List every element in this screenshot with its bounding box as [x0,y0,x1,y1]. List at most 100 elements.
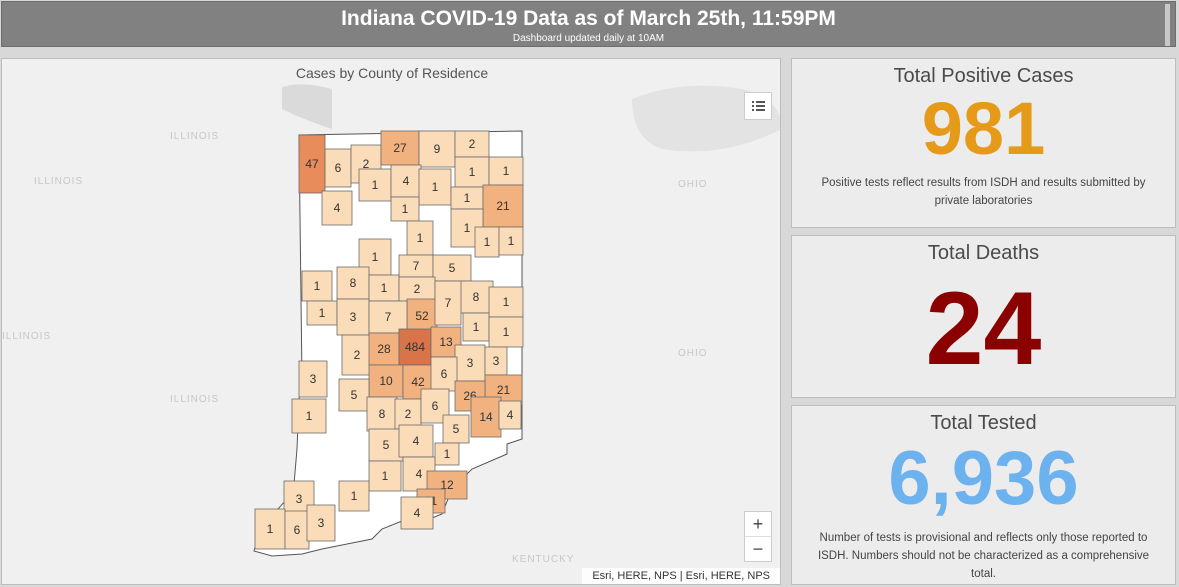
county-shape[interactable] [498,400,522,430]
county-region[interactable]: 8 [366,396,398,432]
county-shape[interactable] [432,254,472,282]
county-region[interactable]: 5 [442,414,470,444]
county-region[interactable]: 1 [338,480,370,512]
county-region[interactable]: 4 [398,424,434,458]
county-region[interactable]: 2 [341,334,373,376]
county-region[interactable]: 21 [482,184,524,228]
county-region[interactable]: 1 [488,286,524,318]
county-shape[interactable] [254,508,286,550]
county-region[interactable]: 14 [470,396,502,438]
county-shape[interactable] [336,266,370,300]
county-region[interactable]: 1 [368,274,400,302]
county-region[interactable]: 6 [430,356,458,392]
county-region[interactable]: 27 [380,130,420,166]
county-shape[interactable] [284,510,310,550]
county-shape[interactable] [321,190,353,226]
county-shape[interactable] [488,286,524,318]
county-shape[interactable] [366,396,398,432]
county-region[interactable]: 7 [368,300,408,334]
county-shape[interactable] [434,280,462,326]
county-region[interactable]: 3 [306,504,336,542]
county-region[interactable]: 4 [321,190,353,226]
county-region[interactable]: 5 [368,428,404,462]
county-region[interactable]: 1 [488,316,524,348]
county-region[interactable]: 1 [368,460,402,492]
county-shape[interactable] [398,424,434,458]
county-shape[interactable] [398,328,432,366]
county-shape[interactable] [358,168,392,202]
county-region[interactable]: 5 [338,378,370,412]
county-region[interactable]: 4 [498,400,522,430]
county-region[interactable]: 1 [462,312,490,342]
county-region[interactable]: 47 [298,134,326,194]
county-region[interactable]: 1 [474,226,500,258]
county-region[interactable]: 1 [390,196,420,222]
county-region[interactable]: 3 [484,346,508,376]
county-region[interactable]: 3 [298,360,328,398]
county-region[interactable]: 1 [406,220,434,256]
county-region[interactable]: 1 [498,226,524,256]
county-shape[interactable] [306,504,336,542]
county-shape[interactable] [400,496,434,530]
zoom-in-button[interactable]: + [752,514,764,534]
county-map-panel[interactable]: ILLINOIS ILLINOIS ILLINOIS ILLINOIS OHIO… [1,58,781,585]
county-shape[interactable] [298,360,328,398]
county-shape[interactable] [470,396,502,438]
county-region[interactable]: 7 [398,254,434,278]
county-shape[interactable] [324,148,352,188]
county-region[interactable]: 3 [454,344,486,382]
county-shape[interactable] [390,164,422,198]
county-region[interactable]: 4 [390,164,422,198]
zoom-out-button[interactable]: − [745,536,771,561]
county-case-count: 7 [385,310,392,324]
county-region[interactable]: 1 [306,300,338,326]
county-shape[interactable] [454,344,486,382]
county-region[interactable]: 1 [434,442,460,466]
county-region[interactable]: 1 [488,156,524,186]
county-shape[interactable] [418,168,452,206]
county-shape[interactable] [368,460,402,492]
county-shape[interactable] [488,316,524,348]
header-scrollbar[interactable] [1165,4,1170,46]
county-shape[interactable] [454,156,490,188]
county-region[interactable]: 484 [398,328,432,366]
county-shape[interactable] [474,226,500,258]
legend-button[interactable] [744,92,772,120]
county-region[interactable]: 2 [454,130,490,158]
county-shape[interactable] [291,398,327,434]
county-region[interactable]: 9 [418,130,456,168]
county-shape[interactable] [338,378,370,412]
county-region[interactable]: 1 [291,398,327,434]
county-region[interactable]: 13 [430,326,462,358]
county-shape[interactable] [306,300,338,326]
county-region[interactable]: 3 [336,298,370,336]
county-shape[interactable] [390,196,420,222]
county-region[interactable]: 28 [368,332,400,366]
county-region[interactable]: 7 [434,280,462,326]
county-region[interactable]: 1 [450,186,484,210]
county-region[interactable]: 10 [368,364,404,398]
county-region[interactable]: 21 [484,374,523,406]
county-shape[interactable] [434,442,460,466]
county-region[interactable]: 1 [254,508,286,550]
county-region[interactable]: 1 [358,168,392,202]
county-shape[interactable] [341,334,373,376]
county-region[interactable]: 1 [418,168,452,206]
county-region[interactable]: 8 [458,280,494,314]
county-region[interactable]: 1 [454,156,490,188]
county-shape[interactable] [498,226,524,256]
county-region[interactable]: 5 [432,254,472,282]
county-region[interactable]: 2 [394,398,422,430]
county-map[interactable]: ILLINOIS ILLINOIS ILLINOIS ILLINOIS OHIO… [2,59,781,585]
county-region[interactable]: 1 [301,270,333,302]
county-region[interactable]: 2 [398,276,436,302]
county-shape[interactable] [394,398,422,430]
county-shape[interactable] [418,130,456,168]
county-region[interactable]: 8 [336,266,370,300]
county-region[interactable]: 4 [400,496,434,530]
county-shape[interactable] [298,134,326,194]
county-shape[interactable] [338,480,370,512]
county-region[interactable]: 6 [324,148,352,188]
county-region[interactable]: 6 [284,510,310,550]
